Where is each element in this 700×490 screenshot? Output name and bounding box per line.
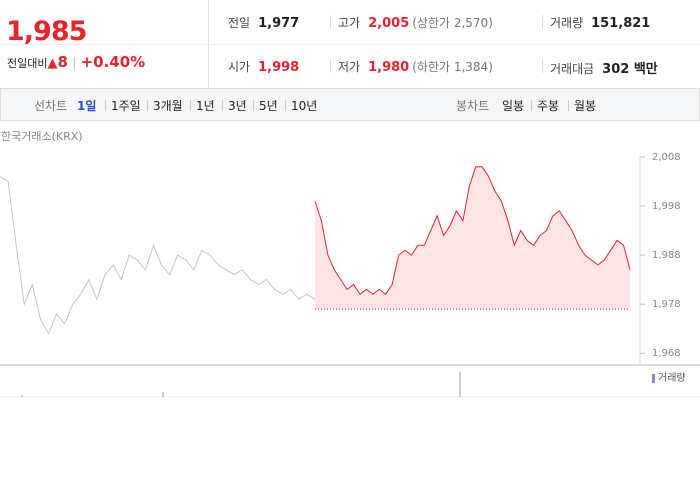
change-arrow: ▲ <box>47 56 58 71</box>
info-value: 1,977 <box>258 16 300 31</box>
separator <box>542 15 543 29</box>
tab-separator <box>222 100 223 111</box>
divider <box>0 44 700 45</box>
info-extra: (상한가 2,570) <box>412 16 493 30</box>
tab-group-label: 봉차트 <box>456 99 490 113</box>
info-value: 302 백만 <box>602 62 658 77</box>
info-cell: 저가 1,980 (하한가 1,384) <box>338 58 493 75</box>
info-label: 전일 <box>228 16 251 30</box>
volume-legend-swatch <box>652 374 655 383</box>
y-tick-label: 1,968 <box>652 348 681 359</box>
tab-separator <box>190 100 191 111</box>
tab[interactable]: 월봉 <box>574 99 597 113</box>
info-label: 거래량 <box>550 16 584 30</box>
line <box>0 176 316 335</box>
info-value: 151,821 <box>591 16 651 31</box>
volume-label: 거래량 <box>658 372 686 384</box>
quote-panel: 1,985 전일대비▲8 | +0.40% 전일 1,977 고가 2,005 (상한가… <box>0 0 700 88</box>
info-cell: 거래대금 302 백만 <box>550 58 658 77</box>
source: 한국거래소(KRX) <box>1 130 83 143</box>
change-rate: +0.40% <box>80 53 146 71</box>
tab-separator <box>285 100 286 111</box>
tab[interactable]: 일봉 <box>502 99 525 113</box>
change-label: 전일대비 <box>7 57 48 70</box>
area <box>315 166 630 310</box>
tab[interactable]: 3년 <box>228 99 247 113</box>
tab-separator <box>253 100 254 111</box>
info-value: 1,980 <box>368 60 410 75</box>
info-label: 거래대금 <box>550 62 595 76</box>
tab[interactable]: 10년 <box>291 99 318 113</box>
price-box: 1,985 전일대비▲8 | +0.40% <box>0 0 209 88</box>
info-cell: 거래량 151,821 <box>550 14 650 31</box>
separator <box>542 59 543 73</box>
info-label: 고가 <box>338 16 361 30</box>
tab-group-label: 선차트 <box>34 99 68 113</box>
info-label: 저가 <box>338 60 361 74</box>
tab[interactable]: 1년 <box>196 99 215 113</box>
info-extra: (하한가 1,384) <box>412 60 493 74</box>
tab[interactable]: 5년 <box>259 99 278 113</box>
change: 전일대비▲8 | +0.40% <box>7 53 146 71</box>
tab[interactable]: 주봉 <box>537 99 560 113</box>
info-cell: 시가 1,998 <box>228 58 299 75</box>
tab-separator <box>147 100 148 111</box>
y-tick-label: 1,978 <box>652 299 681 310</box>
chart: 한국거래소(KRX) 거래량 2,008 1,998 1,988 1,978 1,968 <box>0 130 700 398</box>
tab[interactable]: 1주일 <box>111 99 141 113</box>
info-label: 시가 <box>228 60 251 74</box>
y-tick-label: 2,008 <box>652 152 681 163</box>
tab-bar: 선차트 1일 1주일 3개월 1년 3년 5년 10년 봉차트 일봉 주봉 월봉 <box>0 88 700 121</box>
info-cell: 고가 2,005 (상한가 2,570) <box>338 14 493 31</box>
y-tick-label: 1,988 <box>652 250 681 261</box>
separator <box>330 59 331 73</box>
info-value: 2,005 <box>368 16 410 31</box>
y-tick-label: 1,998 <box>652 201 681 212</box>
tab[interactable]: 1일 <box>77 99 97 113</box>
tab-separator <box>531 100 532 111</box>
info-value: 1,998 <box>258 60 300 75</box>
separator <box>330 15 331 29</box>
change-value: 8 <box>57 53 68 71</box>
tab-separator <box>568 100 569 111</box>
tab-separator <box>105 100 106 111</box>
tab[interactable]: 3개월 <box>153 99 183 113</box>
info-cell: 전일 1,977 <box>228 14 299 31</box>
price: 1,985 <box>6 16 87 47</box>
line <box>314 166 631 296</box>
